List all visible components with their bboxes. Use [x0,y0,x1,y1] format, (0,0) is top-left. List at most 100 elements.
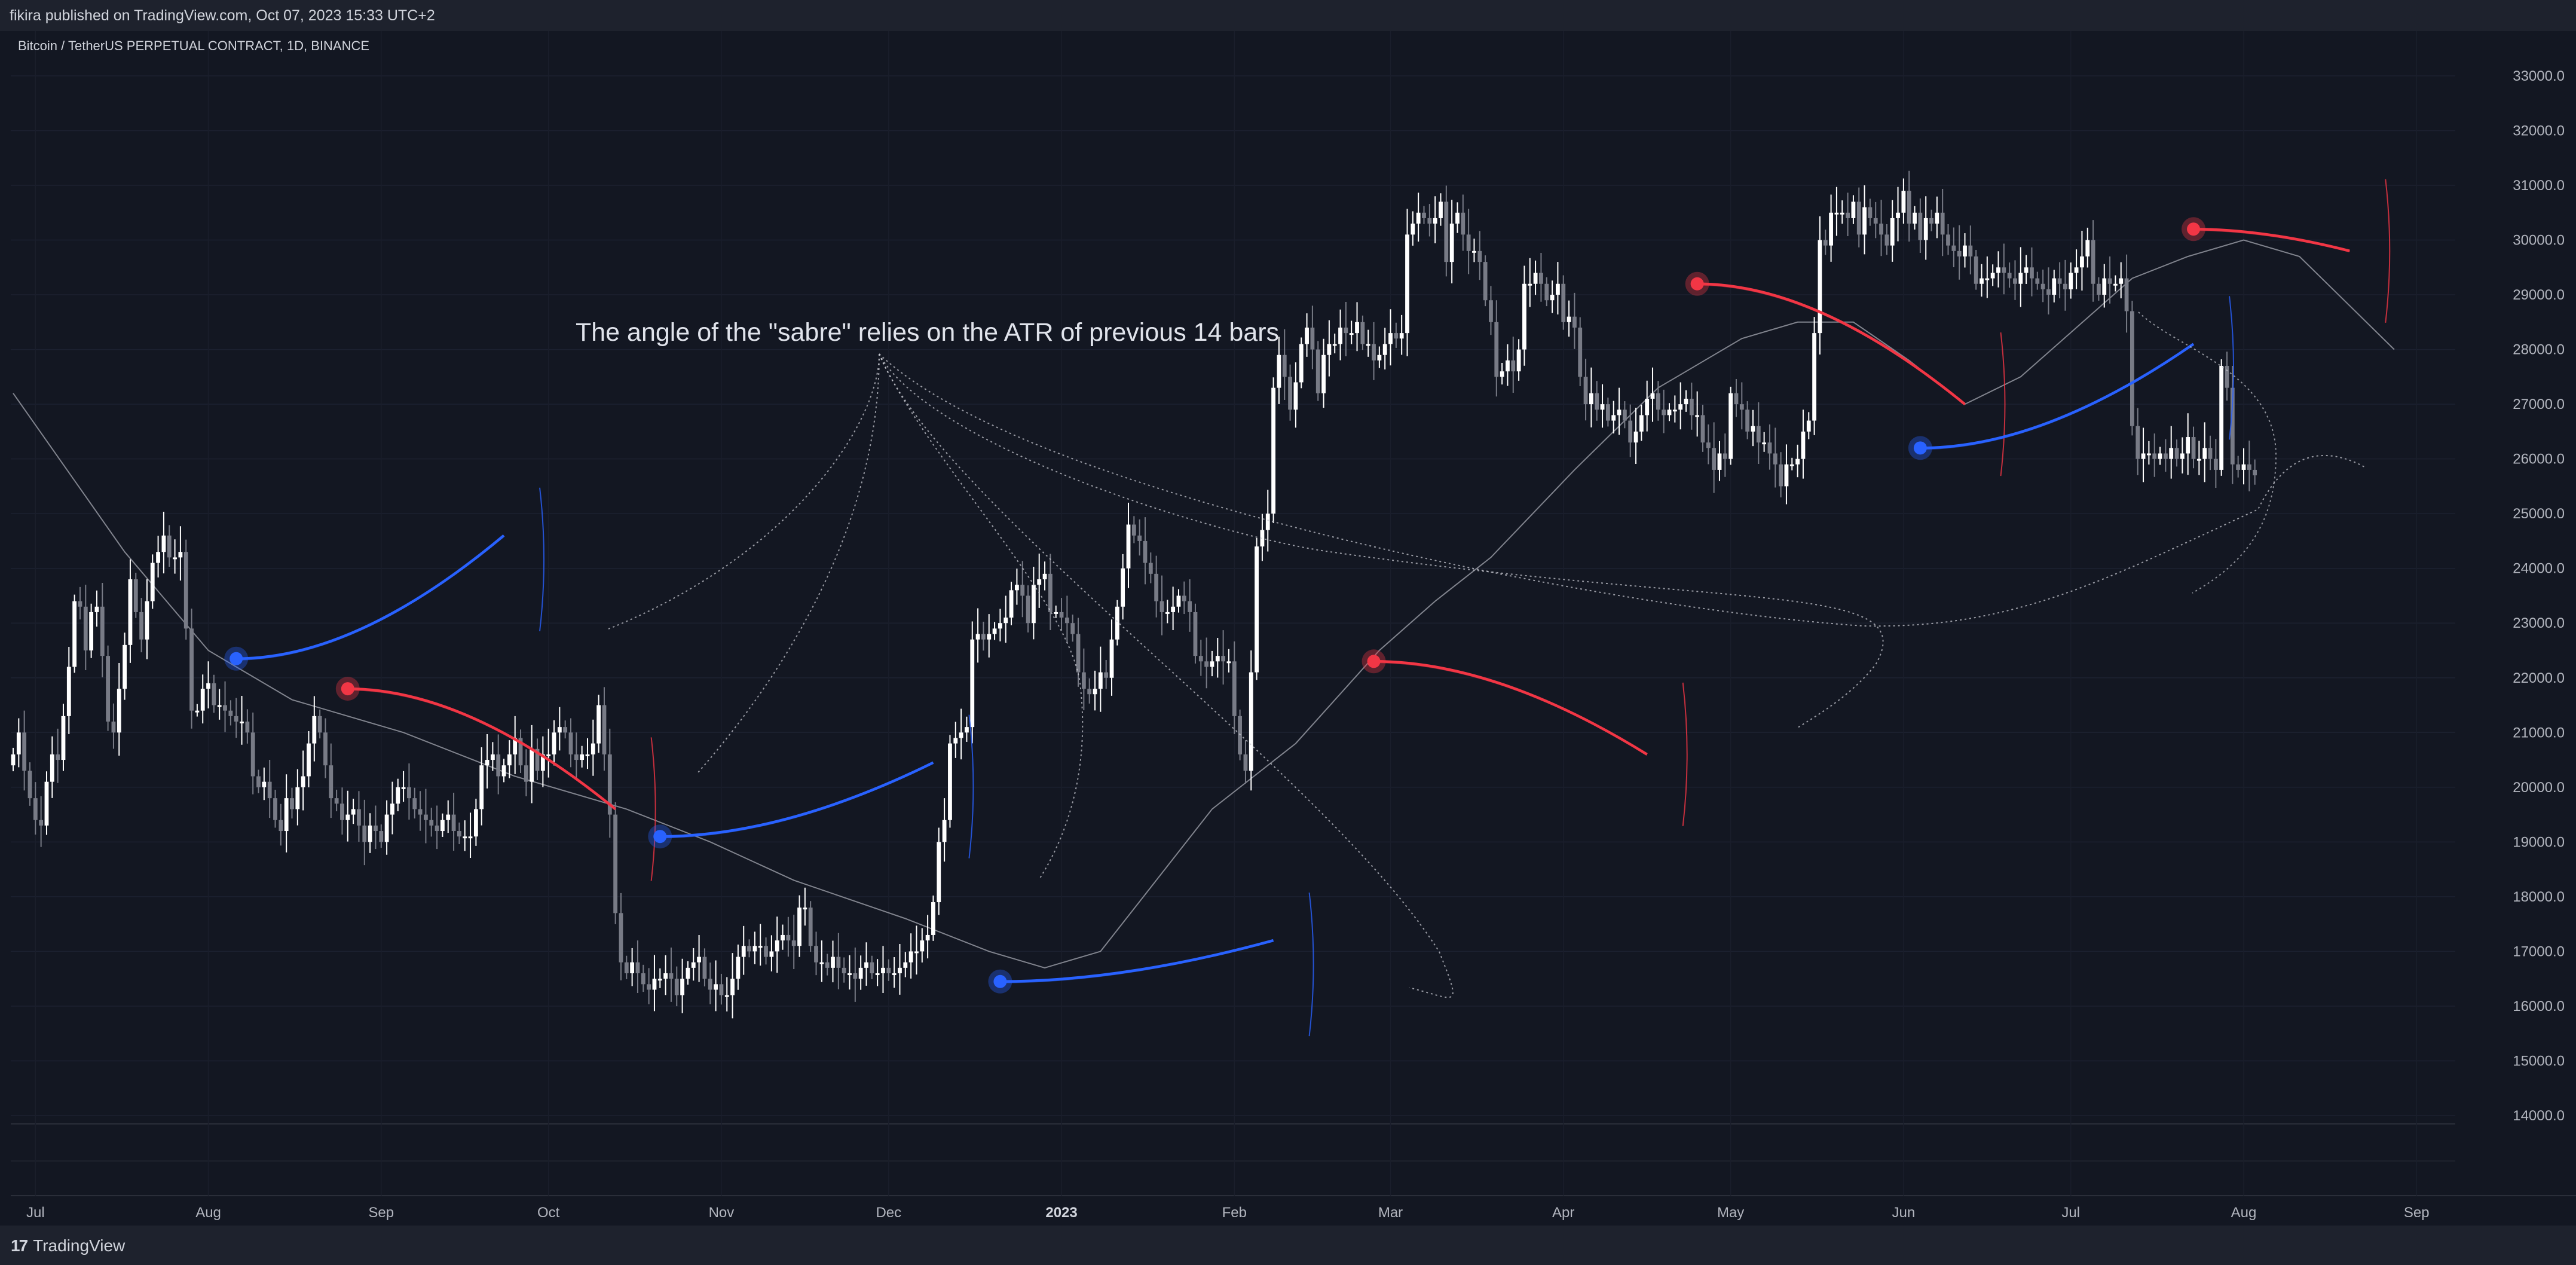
candle-body [473,809,478,837]
candle-body [1143,540,1148,563]
candle-body [1667,410,1672,415]
candle-body [262,781,267,787]
candle-body [1059,612,1064,618]
candle-body [2191,437,2196,459]
candle-body [2141,453,2146,459]
y-tick-label: 27000.0 [2513,396,2565,412]
sabre-origin-dot [1913,441,1927,455]
top-bar: fikira published on TradingView.com, Oct… [0,0,2576,31]
sabre-guard-arc [650,737,656,881]
candle-body [624,962,629,974]
candle-body [1935,212,1939,224]
x-tick-label: Jun [1892,1205,1916,1221]
candle-body [173,557,177,560]
candle-body [340,803,344,820]
candle-body [1617,410,1622,415]
candle-body [1706,442,1711,448]
candle-body [1689,398,1694,415]
candle-body [284,798,289,832]
candle-body [1968,245,1973,256]
candle-body [585,754,590,756]
candle-body [329,765,334,799]
candle-body [1801,431,1806,459]
candle-body [189,628,194,711]
candle-body [1472,250,1476,253]
sabre-origin-dot [1690,277,1704,291]
candle-body [1349,333,1354,335]
candle-body [1789,464,1794,466]
candle-body [1500,371,1504,377]
candle-body [1020,585,1025,596]
x-tick-label: Apr [1552,1205,1574,1221]
candle-body [1533,273,1538,284]
sabre-guard-arc [2000,332,2006,476]
candle-body [1327,344,1332,355]
candle-body [1544,283,1549,301]
candle-body [1081,672,1086,689]
chart-area[interactable]: Bitcoin / TetherUS PERPETUAL CONTRACT, 1… [11,31,2576,1226]
candle-body [1622,410,1627,421]
candle-body [925,934,930,941]
x-tick-label: Aug [195,1205,221,1221]
candle-body [635,962,640,974]
candle-body [1890,218,1895,246]
time-axis[interactable]: Jul Aug Sep Oct Nov Dec 2023 Feb Mar Apr May Jun Jul… [26,1205,2430,1221]
candle-body [942,820,947,842]
candle-body [1449,224,1454,262]
x-tick-label: Oct [537,1205,560,1221]
candle-body [1076,634,1081,673]
x-tick-label: Dec [876,1205,901,1221]
candle-body [206,683,210,689]
sabre-origin-dot [230,652,243,665]
candle-body [317,716,322,733]
candle-body [540,754,545,771]
candle-body [1355,322,1359,334]
y-tick-label: 24000.0 [2513,561,2565,577]
sabre-curve-shadow [2193,230,2350,252]
x-tick-label: 2023 [1045,1205,1077,1221]
candle-body [937,842,941,903]
sabre-curve [660,761,934,838]
candle-body [518,738,523,766]
candle-body [50,754,54,782]
candle-body [1148,563,1153,574]
candle-body [747,946,751,952]
candle-body [1382,344,1387,355]
candle-body [657,979,662,981]
candle-body [1226,661,1231,664]
candle-body [1795,459,1800,465]
tradingview-brand[interactable]: 17 TradingView [11,1236,125,1255]
annotation-guide-line [2138,311,2277,594]
candle-body [580,754,585,760]
candle-body [535,748,540,771]
candle-body [1271,387,1275,514]
candle-body [379,831,384,842]
sabre-curve [236,534,505,660]
candle-body [1121,568,1125,607]
candle-body [2074,267,2079,273]
candle-body [2196,459,2201,461]
y-tick-label: 25000.0 [2513,506,2565,522]
candle-body [2063,283,2067,289]
y-tick-label: 19000.0 [2513,834,2565,850]
candle-body [1321,355,1326,393]
candle-body [401,787,406,789]
candle-body [2202,448,2207,459]
candle-body [2040,283,2045,289]
candle-body [1388,333,1393,344]
candle-body [1823,240,1828,246]
price-chart[interactable]: Bitcoin / TetherUS PERPETUAL CONTRACT, 1… [11,31,2576,1226]
candle-body [931,902,935,935]
candle-body [507,754,512,766]
candle-body [1751,426,1755,432]
candle-body [791,940,796,946]
y-tick-label: 33000.0 [2513,68,2565,84]
candle-body [1605,404,1610,421]
candle-body [44,781,49,826]
price-axis[interactable]: 33000.0 32000.0 31000.0 30000.0 29000.0 28000… [2513,68,2565,1124]
candle-body [1672,410,1677,412]
candle-body [357,809,361,826]
candle-body [1567,316,1571,322]
candle-body [1255,546,1259,673]
y-tick-label: 17000.0 [2513,943,2565,960]
